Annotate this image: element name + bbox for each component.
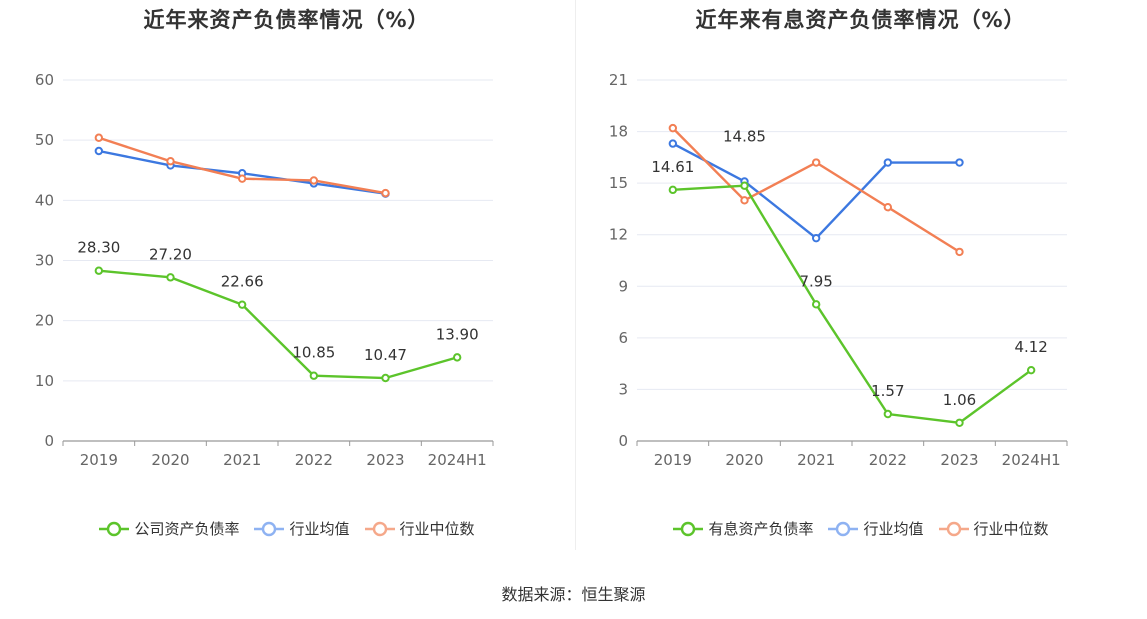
data-point: [1026, 365, 1036, 375]
data-point: [740, 196, 749, 205]
data-point: [883, 203, 893, 212]
legend-swatch-icon: [254, 521, 285, 536]
y-tick-label: 20: [35, 312, 54, 330]
data-point: [94, 146, 104, 156]
x-tick-label: 2020: [725, 451, 763, 469]
data-label: 10.85: [292, 344, 335, 362]
data-point: [811, 233, 821, 243]
chart-legend: 有息资产负债率 行业均值 行业中位数: [574, 518, 1147, 539]
x-tick-label: 2022: [869, 451, 907, 469]
data-point: [811, 300, 821, 309]
y-tick-label: 9: [618, 277, 628, 295]
data-point: [381, 373, 390, 383]
legend-label: 行业中位数: [973, 520, 1049, 538]
series-line: [98, 136, 386, 195]
y-tick-label: 30: [35, 252, 54, 270]
chart-plot: 0 10 20 30 40 50 60 2019 2020 2021 2022 2023 2024H1 2…: [35, 71, 494, 469]
x-tick-label: 2019: [654, 451, 692, 469]
legend-item[interactable]: 行业中位数: [364, 518, 475, 539]
y-tick-label: 3: [618, 380, 628, 398]
data-label: 27.20: [149, 245, 192, 263]
y-tick-label: 0: [44, 432, 54, 450]
legend-swatch-icon: [99, 521, 130, 536]
y-tick-label: 10: [35, 372, 54, 390]
panel-divider: [575, 0, 576, 550]
x-tick-label: 2022: [295, 451, 333, 469]
data-label: 4.12: [1014, 338, 1047, 356]
legend-swatch-icon: [938, 521, 969, 536]
data-point: [811, 158, 821, 167]
legend-item[interactable]: 行业中位数: [938, 518, 1049, 539]
x-tick-label: 2024H1: [1002, 451, 1061, 469]
x-tick-label: 2023: [366, 451, 404, 469]
x-tick-label: 2021: [797, 451, 835, 469]
legend-label: 公司资产负债率: [134, 520, 240, 538]
y-tick-label: 6: [618, 329, 628, 347]
data-label: 22.66: [221, 273, 264, 291]
chart-plot: 0 3 6 9 12 15 18 21 2019 2020 2021 2022 2023 2024H1 14…: [609, 71, 1068, 469]
y-tick-label: 50: [35, 131, 54, 149]
data-point: [740, 181, 749, 190]
data-source-note: 数据来源：恒生聚源: [501, 585, 646, 604]
y-tick-label: 60: [35, 71, 54, 89]
data-point: [309, 371, 319, 380]
legend-label: 行业均值: [289, 520, 350, 538]
y-tick-label: 18: [609, 123, 628, 141]
data-point: [452, 353, 462, 362]
legend-swatch-icon: [364, 521, 395, 536]
series-line: [672, 184, 1032, 424]
data-label: 1.06: [943, 391, 976, 409]
data-point: [237, 174, 247, 183]
data-point: [883, 409, 893, 419]
chart-title: 近年来有息资产负债率情况（%）: [695, 8, 1026, 32]
x-tick-label: 2020: [151, 451, 189, 469]
legend-swatch-icon: [673, 521, 704, 536]
data-point: [381, 188, 390, 198]
legend-swatch-icon: [828, 521, 859, 536]
data-label: 1.57: [871, 382, 904, 400]
legend-item[interactable]: 行业均值: [827, 518, 924, 539]
data-label: 14.85: [723, 128, 766, 146]
x-tick-label: 2023: [940, 451, 978, 469]
chart-panel-debt-ratio: 近年来资产负债率情况（%） 0 10 20 30 40 50 60 2019 2020 2021 2…: [0, 0, 573, 560]
chart-legend: 公司资产负债率 行业均值 行业中位数: [0, 518, 573, 539]
data-point: [94, 266, 104, 275]
legend-label: 行业中位数: [399, 520, 475, 538]
x-tick-label: 2019: [80, 451, 118, 469]
legend-item[interactable]: 公司资产负债率: [98, 518, 239, 539]
y-tick-label: 15: [609, 174, 628, 192]
chart-panel-interest-debt-ratio: 近年来有息资产负债率情况（%） 0 3 6 9 12 15 18 21 2019 2020 2021…: [574, 0, 1147, 560]
series-line: [671, 127, 961, 253]
data-point: [668, 123, 678, 133]
y-tick-label: 0: [618, 432, 628, 450]
y-tick-label: 12: [609, 226, 628, 244]
x-tick-label: 2024H1: [428, 451, 487, 469]
series-line: [98, 269, 458, 380]
data-label: 13.90: [436, 325, 479, 343]
data-point: [94, 133, 104, 142]
legend-label: 行业均值: [863, 520, 924, 538]
legend-item[interactable]: 行业均值: [253, 518, 350, 539]
data-point: [955, 247, 964, 257]
x-tick-label: 2021: [223, 451, 261, 469]
data-label: 14.61: [651, 158, 694, 176]
data-point: [955, 158, 964, 167]
data-label: 28.30: [77, 239, 120, 257]
data-point: [668, 139, 678, 148]
chart-title: 近年来资产负债率情况（%）: [143, 8, 430, 32]
data-point: [237, 300, 247, 309]
data-label: 10.47: [364, 346, 407, 364]
data-point: [883, 158, 893, 167]
y-tick-label: 40: [35, 191, 54, 209]
legend-label: 有息资产负债率: [708, 520, 814, 538]
data-label: 7.95: [799, 272, 832, 290]
y-tick-label: 21: [609, 71, 628, 89]
data-point: [668, 185, 678, 195]
data-point: [166, 157, 175, 166]
data-point: [166, 273, 175, 282]
legend-item[interactable]: 有息资产负债率: [672, 518, 813, 539]
data-point: [955, 418, 964, 427]
data-point: [309, 176, 319, 185]
